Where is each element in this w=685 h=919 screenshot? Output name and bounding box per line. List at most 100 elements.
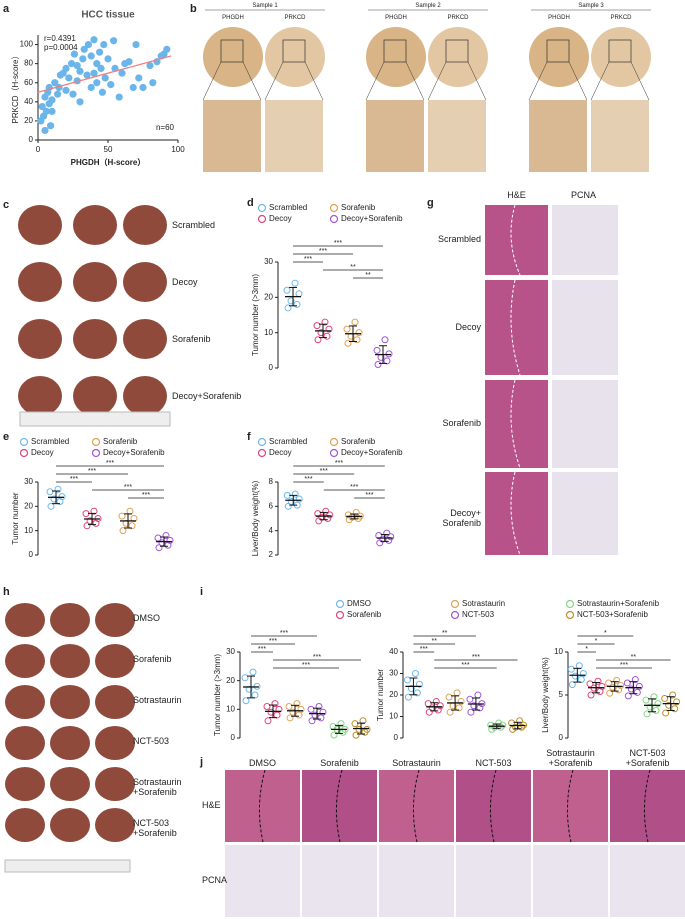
point: [568, 681, 576, 689]
point: [453, 689, 461, 697]
point: [383, 529, 391, 537]
pcna-image: [302, 845, 377, 917]
significance-label: ***: [420, 646, 428, 653]
legend-label: Decoy: [31, 448, 54, 457]
point: [47, 122, 55, 130]
point: [355, 329, 363, 337]
point: [353, 336, 361, 344]
point: [322, 507, 330, 515]
point: [313, 322, 321, 330]
point: [624, 692, 632, 700]
point: [474, 691, 482, 699]
point: [623, 679, 631, 687]
point: [317, 714, 325, 722]
point: [79, 55, 87, 63]
point: [86, 517, 94, 525]
point: [314, 336, 322, 344]
point: [263, 702, 271, 710]
zoom-box: [546, 39, 570, 63]
zoom-image: [529, 100, 587, 172]
liver-photo: [50, 603, 90, 637]
point: [115, 93, 123, 101]
liver-photo: [95, 685, 135, 719]
point: [241, 674, 249, 682]
significance-label: ***: [302, 662, 310, 669]
sample-label: Sample 1: [252, 3, 278, 9]
point: [295, 495, 303, 503]
point: [654, 700, 662, 708]
point: [69, 90, 77, 98]
y-tick-label: 4: [269, 526, 274, 535]
y-tick-label: 20: [24, 116, 33, 125]
chart-title: HCC tissue: [81, 10, 135, 21]
tumor-border: [510, 279, 521, 376]
annotation: n=60: [156, 123, 175, 132]
point: [432, 697, 440, 705]
legend-marker: [257, 203, 267, 213]
point: [413, 689, 421, 697]
point: [512, 723, 520, 731]
point: [363, 725, 371, 733]
ruler: [19, 411, 171, 427]
row-label: Decoy+Sorafenib: [172, 391, 242, 401]
point: [242, 697, 250, 705]
point: [311, 711, 319, 719]
significance-label: **: [631, 654, 637, 661]
point: [662, 709, 670, 717]
point: [567, 665, 575, 673]
panel-letter: h: [3, 586, 10, 598]
liver-photo: [50, 767, 90, 801]
point: [315, 702, 323, 710]
tumor-border: [510, 471, 521, 556]
point: [287, 497, 295, 505]
pcna-image: [552, 472, 618, 555]
point: [436, 702, 444, 710]
significance-label: ***: [320, 468, 328, 475]
zoom-link: [568, 61, 588, 101]
point: [613, 676, 621, 684]
significance-label: ***: [472, 654, 480, 661]
point: [84, 40, 92, 49]
point: [404, 693, 412, 701]
point: [337, 720, 345, 728]
x-tick-label: 50: [104, 145, 113, 154]
y-axis-label: Tumor number (>3mm): [213, 654, 222, 737]
zoom-image: [366, 100, 424, 172]
point: [424, 700, 432, 708]
liver-photo: [73, 205, 117, 245]
significance-label: ***: [350, 484, 358, 491]
point: [425, 708, 433, 716]
point: [264, 717, 272, 725]
point: [587, 691, 595, 699]
legend-marker: [91, 437, 101, 447]
y-tick-label: 0: [29, 550, 34, 559]
legend-marker: [335, 610, 345, 620]
zoom-box: [608, 39, 632, 63]
he-image: [485, 205, 548, 275]
significance-label: **: [442, 630, 448, 637]
zoom-link: [405, 61, 425, 101]
point: [308, 717, 316, 725]
significance-label: ***: [304, 256, 312, 263]
row-label: Scrambled: [172, 220, 216, 230]
tumor-border: [412, 769, 420, 843]
point: [381, 336, 389, 344]
column-label: Sorafenib: [320, 758, 359, 768]
column-label: NCT-503 +Sorafenib: [625, 748, 670, 768]
point: [76, 98, 84, 106]
point: [146, 61, 154, 70]
point: [83, 522, 91, 530]
y-axis-label: Tumor number: [376, 669, 385, 722]
point: [166, 536, 174, 544]
point: [38, 102, 46, 111]
point: [118, 69, 126, 77]
point: [383, 357, 391, 365]
point: [126, 507, 134, 515]
point: [287, 297, 295, 305]
tissue-core: [265, 27, 325, 87]
annotation: p=0.0004: [44, 43, 78, 52]
y-tick-label: 0: [559, 733, 564, 742]
point: [139, 83, 147, 92]
